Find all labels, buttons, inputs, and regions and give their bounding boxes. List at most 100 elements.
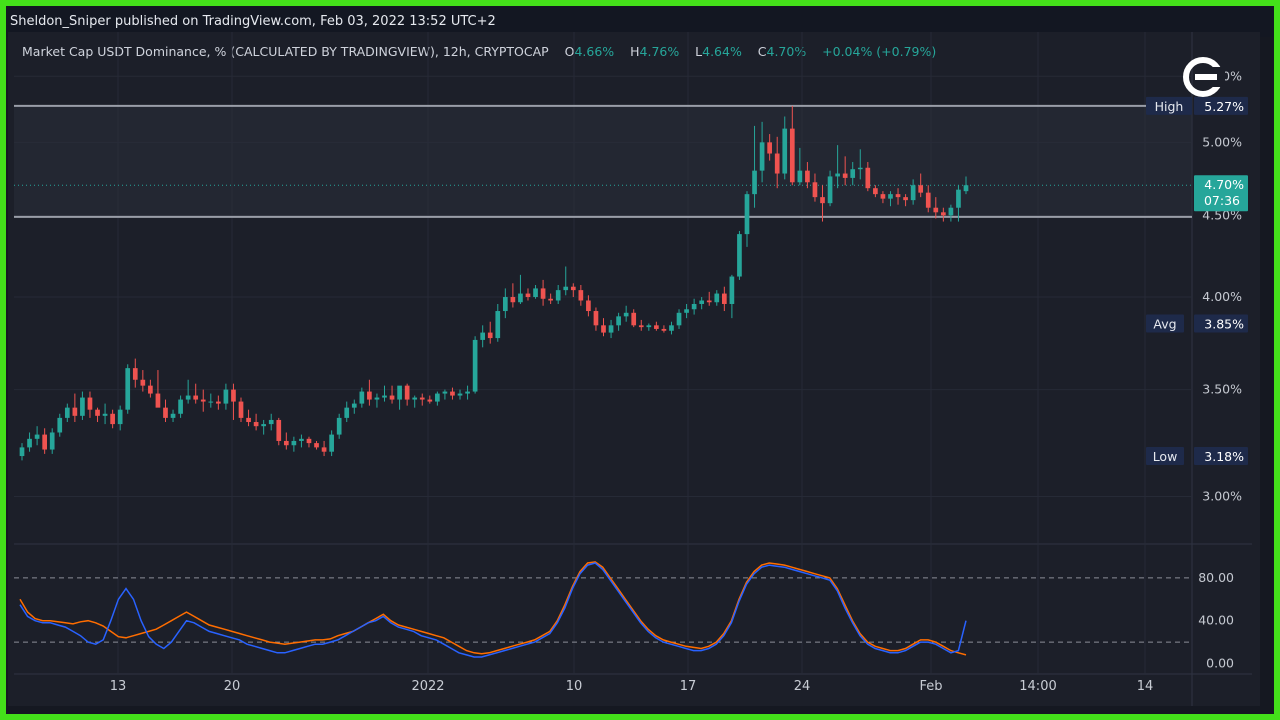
marker-value-box bbox=[1194, 447, 1248, 466]
legend-high-value: 4.76% bbox=[639, 44, 680, 59]
marker-value: 5.27% bbox=[1204, 99, 1244, 114]
candle-body bbox=[291, 440, 297, 446]
candle-body bbox=[238, 401, 244, 418]
candle-body bbox=[812, 182, 818, 198]
legend-change: +0.04% (+0.79%) bbox=[822, 44, 937, 59]
candle-body bbox=[601, 325, 606, 333]
candle-body bbox=[193, 395, 199, 400]
candle-body bbox=[442, 391, 448, 394]
candle-body bbox=[623, 312, 629, 317]
x-tick-label: 20 bbox=[224, 679, 241, 694]
candle-body bbox=[49, 432, 55, 450]
candle-body bbox=[646, 325, 652, 328]
candle-body bbox=[510, 297, 516, 303]
candle-body bbox=[185, 395, 191, 400]
candle-body bbox=[344, 407, 350, 418]
x-tick-label: 17 bbox=[680, 679, 697, 694]
candle-body bbox=[895, 194, 901, 198]
candle-body bbox=[178, 399, 183, 414]
marker-label-box bbox=[1146, 96, 1192, 115]
candle-body bbox=[865, 167, 871, 189]
x-tick-label: 14:00 bbox=[1019, 679, 1056, 694]
candle-body bbox=[850, 169, 856, 178]
candle-body bbox=[102, 413, 108, 416]
candle-body bbox=[654, 325, 659, 329]
candle-body bbox=[699, 300, 705, 304]
candle-body bbox=[941, 212, 946, 216]
candle-body bbox=[956, 189, 961, 208]
legend-low-label: L bbox=[695, 44, 703, 59]
candle-body bbox=[155, 393, 161, 408]
marker-label: Avg bbox=[1153, 317, 1176, 332]
y-tick-label: 5.00% bbox=[1202, 134, 1242, 149]
candle-body bbox=[593, 311, 599, 326]
candle-body bbox=[729, 276, 735, 304]
y-tick-label: 3.50% bbox=[1202, 382, 1242, 397]
candle-body bbox=[638, 325, 644, 328]
candle-body bbox=[676, 312, 682, 326]
candle-body bbox=[714, 293, 720, 303]
candle-body bbox=[963, 185, 969, 192]
candle-body bbox=[427, 399, 433, 402]
candle-body bbox=[148, 385, 153, 394]
stoch-k-line bbox=[19, 562, 967, 658]
legend-open-value: 4.66% bbox=[574, 44, 615, 59]
candle-body bbox=[336, 417, 342, 435]
candle-body bbox=[570, 286, 576, 291]
candle-body bbox=[389, 395, 395, 400]
candle-body bbox=[268, 419, 274, 425]
candle-body bbox=[412, 397, 418, 400]
candle-body bbox=[910, 185, 916, 201]
candle-body bbox=[631, 312, 637, 326]
candle-body bbox=[170, 413, 176, 418]
candle-body bbox=[351, 403, 357, 408]
candle-body bbox=[140, 379, 146, 386]
candle-body bbox=[306, 438, 312, 444]
candle-body bbox=[495, 311, 501, 339]
candle-body bbox=[457, 393, 463, 396]
candle-body bbox=[835, 173, 840, 177]
candle-body bbox=[789, 128, 795, 183]
candle-body bbox=[480, 332, 486, 340]
last-price-box bbox=[1194, 175, 1248, 212]
candle-body bbox=[502, 297, 508, 312]
candle-body bbox=[518, 293, 523, 303]
candle-body bbox=[903, 197, 908, 201]
candle-body bbox=[72, 407, 78, 416]
candle-body bbox=[669, 325, 674, 331]
candle-body bbox=[555, 290, 561, 301]
candle-body bbox=[95, 409, 100, 416]
candle-body bbox=[533, 288, 538, 298]
candle-body bbox=[57, 417, 63, 433]
candle-body bbox=[419, 397, 425, 400]
candle-body bbox=[231, 389, 236, 402]
candle-body bbox=[752, 170, 757, 195]
candle-body bbox=[200, 399, 206, 402]
candle-body bbox=[684, 309, 689, 313]
candle-body bbox=[721, 293, 727, 304]
candle-body bbox=[661, 328, 667, 331]
c-exchange-logo-icon bbox=[1183, 57, 1225, 97]
candle-body bbox=[608, 325, 614, 333]
legend-open-label: O bbox=[564, 44, 575, 59]
candle-body bbox=[925, 192, 931, 208]
candle-body bbox=[744, 194, 750, 235]
stoch-y-tick-label: 80.00 bbox=[1198, 570, 1234, 585]
stoch-y-tick-label: 40.00 bbox=[1198, 613, 1234, 628]
y-tick-label: 3.00% bbox=[1202, 488, 1242, 503]
stoch-d-line bbox=[19, 561, 967, 656]
candle-body bbox=[253, 422, 259, 427]
candle-body bbox=[797, 170, 803, 183]
x-tick-label: 14 bbox=[1137, 679, 1154, 694]
candle-body bbox=[163, 407, 168, 418]
range-shade bbox=[14, 105, 1192, 217]
marker-label: High bbox=[1155, 99, 1184, 114]
legend-close-label: C bbox=[757, 44, 767, 59]
candle-body bbox=[737, 234, 742, 277]
candle-body bbox=[314, 443, 319, 448]
candle-body bbox=[548, 298, 553, 301]
candle-body bbox=[767, 142, 772, 154]
marker-value-box bbox=[1194, 314, 1248, 333]
marker-label-box bbox=[1146, 447, 1184, 466]
